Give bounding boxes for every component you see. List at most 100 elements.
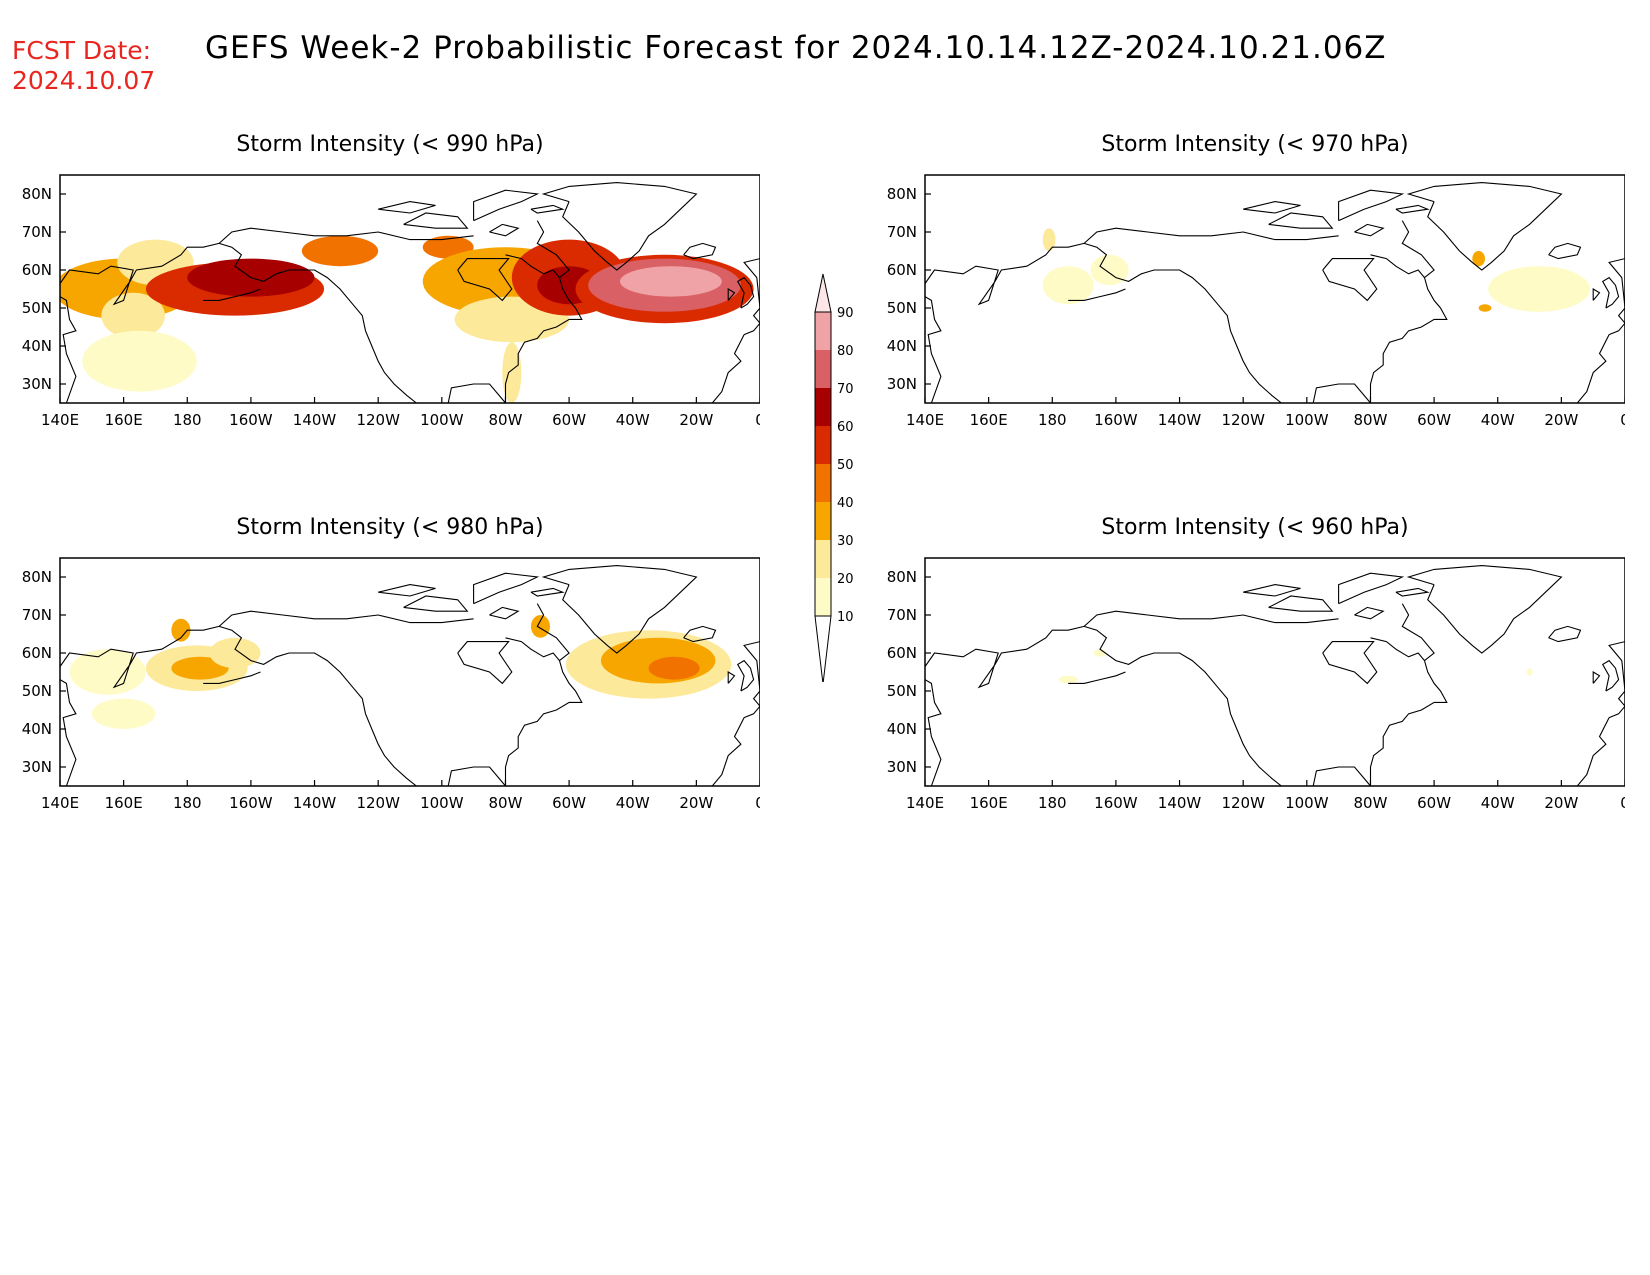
colorbar-segment	[815, 426, 831, 464]
coastline	[447, 383, 506, 403]
coastline	[711, 334, 745, 403]
coastline	[1068, 288, 1126, 301]
probability-area	[101, 292, 165, 339]
coastline	[1369, 637, 1448, 786]
probability-area	[1526, 668, 1533, 676]
coastline	[1354, 606, 1385, 620]
coastline	[683, 242, 717, 260]
x-tick-label: 160E	[970, 411, 1008, 429]
colorbar-label: 10	[837, 610, 854, 625]
y-tick-label: 40N	[887, 720, 917, 738]
probability-area	[620, 266, 722, 297]
x-tick-label: 140E	[41, 794, 79, 812]
probability-area	[1090, 254, 1129, 286]
coastline	[1401, 603, 1435, 662]
coastline	[736, 276, 755, 309]
x-tick-label: 0	[755, 411, 760, 429]
coastline	[218, 625, 417, 786]
x-tick-label: 60W	[552, 794, 586, 812]
y-tick-label: 50N	[887, 299, 917, 317]
coastline	[457, 641, 513, 685]
x-tick-label: 20W	[679, 411, 713, 429]
y-tick-label: 40N	[22, 337, 52, 355]
y-tick-label: 60N	[887, 261, 917, 279]
x-tick-label: 160E	[970, 794, 1008, 812]
colorbar-segment	[815, 502, 831, 540]
coastline	[1338, 572, 1405, 605]
map-panel-980: 140E 160E 180 160W 140W 120W 100W 80W 60W 40W 20W 0…	[22, 557, 760, 812]
probability-area	[530, 615, 550, 638]
colorbar-label: 50	[837, 458, 854, 473]
coastline	[1592, 288, 1601, 301]
coastline	[530, 204, 565, 214]
x-tick-label: 160W	[1094, 794, 1138, 812]
y-tick-label: 50N	[887, 682, 917, 700]
x-tick-label: 120W	[1221, 794, 1265, 812]
coastline	[1608, 641, 1625, 719]
coastline	[403, 595, 469, 612]
coastline	[1548, 242, 1582, 260]
x-tick-label: 140W	[293, 411, 337, 429]
coastline	[925, 242, 1085, 403]
coastline	[1322, 641, 1378, 685]
coastline	[60, 242, 220, 403]
forecast-date-value: 2024.10.07	[12, 66, 156, 95]
x-tick-label: 100W	[420, 411, 464, 429]
probability-area	[171, 618, 191, 642]
coastline	[1068, 671, 1126, 684]
x-tick-label: 0	[755, 794, 760, 812]
colorbar-segment	[815, 350, 831, 388]
x-tick-label: 120W	[356, 794, 400, 812]
x-tick-label: 100W	[1285, 794, 1329, 812]
colorbar-segment	[815, 464, 831, 502]
coastline	[1608, 258, 1625, 336]
coastline	[203, 671, 261, 684]
coastline	[378, 201, 436, 214]
x-tick-label: 80W	[1353, 411, 1387, 429]
x-tick-label: 180	[1038, 794, 1067, 812]
coastline	[1395, 204, 1430, 214]
colorbar-lower-arrow	[814, 615, 832, 682]
colorbar-label: 20	[837, 572, 854, 587]
colorbar-label: 90	[837, 306, 854, 321]
x-tick-label: 40W	[1481, 794, 1515, 812]
coastline	[711, 717, 745, 786]
probability-area	[502, 342, 522, 403]
coastline	[504, 637, 583, 786]
map-panel-990: 140E 160E 180 160W 140W 120W 100W 80W 60W 40W 20W 0…	[22, 174, 760, 429]
coastline	[473, 189, 540, 222]
colorbar-segment	[815, 578, 831, 616]
y-tick-label: 30N	[22, 375, 52, 393]
x-tick-label: 20W	[1544, 794, 1578, 812]
coastline	[489, 223, 520, 237]
probability-area	[1058, 675, 1078, 684]
coastline	[1601, 659, 1620, 692]
coastline	[743, 258, 760, 336]
coastline	[457, 258, 513, 302]
y-tick-label: 50N	[22, 299, 52, 317]
probability-area	[1042, 228, 1056, 251]
coastline	[473, 572, 540, 605]
coastline	[218, 227, 474, 244]
coastline	[1401, 220, 1435, 279]
coastline	[218, 242, 417, 403]
coastline	[1243, 584, 1301, 597]
probability-area	[82, 330, 197, 392]
colorbar-upper-arrow	[814, 273, 832, 313]
probability-area	[301, 235, 379, 267]
panel-title-980: Storm Intensity (< 980 hPa)	[236, 515, 544, 540]
coastline	[541, 565, 698, 654]
coastline	[1243, 201, 1301, 214]
forecast-date-block: FCST Date: 2024.10.07	[12, 36, 155, 96]
probability-area	[1488, 266, 1590, 312]
x-tick-label: 160W	[229, 794, 273, 812]
colorbar-segment	[815, 540, 831, 578]
coastline	[743, 641, 760, 719]
y-tick-label: 80N	[887, 185, 917, 203]
coastline	[536, 603, 570, 662]
coastline	[1601, 276, 1620, 309]
x-tick-label: 60W	[1417, 411, 1451, 429]
forecast-date-label: FCST Date:	[12, 36, 152, 65]
x-tick-label: 160E	[105, 411, 143, 429]
x-tick-label: 180	[173, 411, 202, 429]
